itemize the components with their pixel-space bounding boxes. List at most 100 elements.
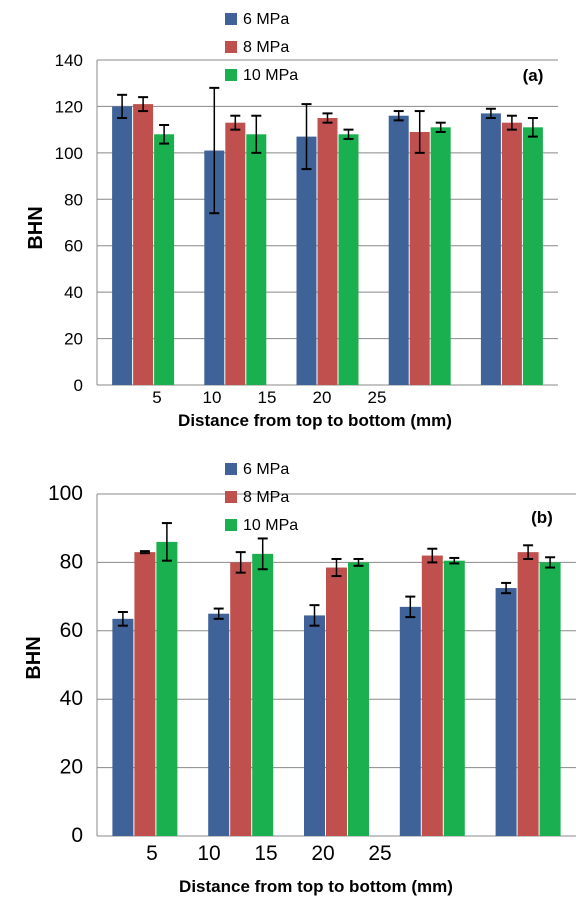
y-tick-label: 0 [71,824,83,847]
bar [430,127,451,386]
error-bar [343,128,354,140]
error-bar [353,557,364,567]
legend-swatch [225,463,237,475]
chart-a-svg: 0 20 40 60 80 100 120 140 5 10 15 20 25 Distance from… [25,11,558,430]
error-bar [209,86,220,215]
error-bar [506,114,517,131]
x-tick-label: 15 [254,842,277,865]
y-tick-label: 0 [74,376,83,395]
error-bar [449,556,460,565]
legend-label: 8 MPa [243,489,289,506]
bar [225,122,246,385]
bar [338,134,359,385]
bar [399,606,421,836]
panel-label: (a) [523,66,544,85]
x-tick-label: 25 [368,388,387,407]
legend-swatch [225,519,237,531]
bar [409,131,430,385]
bar [134,552,156,836]
error-bar [405,595,416,619]
error-bar [435,121,446,133]
error-bar [235,551,246,574]
y-tick-label: 140 [55,51,83,70]
error-bar [161,522,172,562]
bar [501,122,522,385]
bar [539,562,561,836]
error-bar [545,556,556,569]
y-tick-label: 40 [64,283,83,302]
bar [156,541,178,836]
bar [154,134,175,385]
bar [252,553,274,836]
x-tick-label: 15 [258,388,277,407]
x-tick-label: 25 [368,842,391,865]
chart-b-svg: 0 20 40 60 80 100 5 10 15 20 25 Distance from top t… [23,461,576,896]
bar [443,560,465,836]
x-axis-label: Distance from top to bottom (mm) [179,877,453,896]
error-bar [159,124,170,145]
error-bar [523,544,534,560]
legend-label: 10 MPa [243,517,298,534]
bar [112,618,134,836]
bar [495,588,517,836]
error-bar [138,96,149,113]
legend-label: 6 MPa [243,11,289,28]
y-axis-label: BHN [23,636,45,679]
bar [230,562,252,836]
error-bar [501,581,512,595]
y-tick-label: 20 [60,756,83,779]
bar [204,150,225,385]
y-tick-label: 60 [64,237,83,256]
error-bar [414,110,425,154]
bar [517,552,539,836]
bar [421,555,443,836]
x-tick-label: 5 [152,388,161,407]
legend-swatch [225,491,237,503]
chart-b: 0 20 40 60 80 100 5 10 15 20 25 Distance from top t… [0,448,584,896]
x-tick-label: 20 [311,842,334,865]
error-bar [213,607,224,620]
error-bar [257,537,268,571]
legend-swatch [225,41,237,53]
panel-label: (b) [531,508,553,527]
error-bar [117,610,128,627]
bar [317,118,338,386]
error-bar [309,604,320,627]
error-bar [230,114,241,131]
y-tick-label: 80 [60,550,83,573]
bar [522,127,543,386]
error-bar [485,107,496,120]
error-bar [527,117,538,138]
legend-label: 10 MPa [243,67,298,84]
bar [348,562,369,836]
error-bar [139,550,150,555]
error-bar [331,557,342,578]
y-axis-label: BHN [25,206,47,249]
x-tick-label: 10 [197,842,220,865]
y-tick-label: 120 [55,97,83,116]
bar [304,615,325,836]
y-tick-label: 100 [55,144,83,163]
chart-a: 0 20 40 60 80 100 120 140 5 10 15 20 25 Distance from… [0,0,584,448]
error-bar [117,93,128,120]
legend-label: 6 MPa [243,461,289,478]
error-bar [427,547,438,564]
y-tick-label: 80 [64,190,83,209]
bar [296,136,317,385]
y-tick-label: 100 [48,482,83,505]
error-bar [393,110,404,122]
x-tick-label: 20 [313,388,332,407]
y-tick-label: 40 [60,687,83,710]
x-axis-label: Distance from top to bottom (mm) [178,411,452,430]
x-tick-label: 10 [203,388,222,407]
legend-swatch [225,13,237,25]
y-tick-label: 20 [64,330,83,349]
bar [112,106,133,385]
x-tick-label: 5 [146,842,158,865]
y-tick-label: 60 [60,619,83,642]
bar [480,113,501,386]
bar [246,134,267,385]
error-bar [322,112,333,124]
legend-swatch [225,69,237,81]
legend-label: 8 MPa [243,39,289,56]
